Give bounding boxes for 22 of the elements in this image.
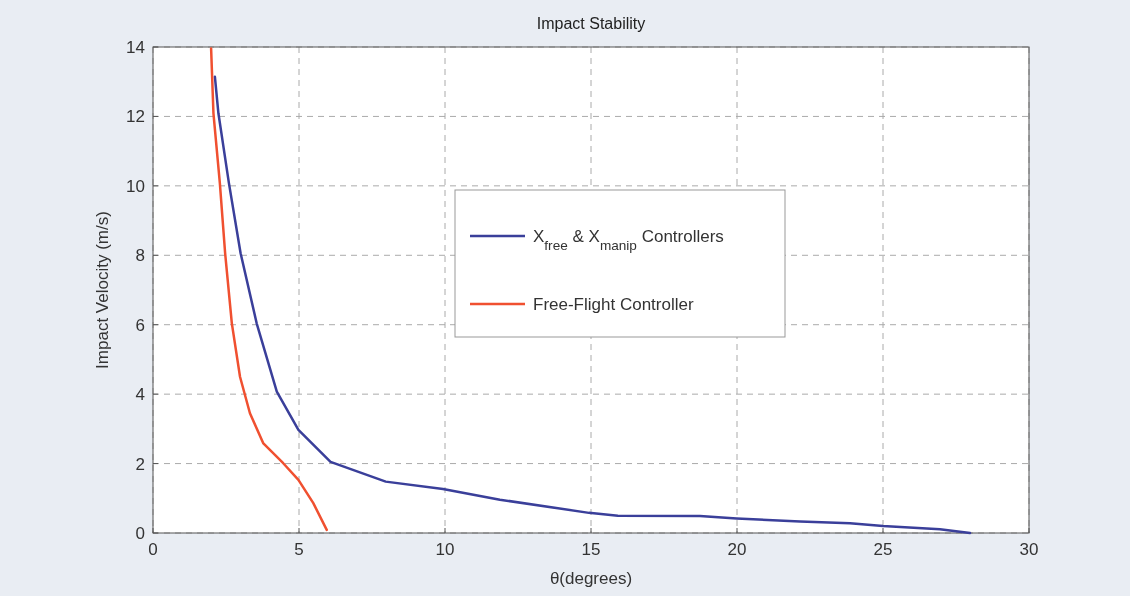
y-axis-title: Impact Velocity (m/s) <box>93 211 112 369</box>
y-tick-label: 14 <box>126 38 145 57</box>
y-tick-label: 0 <box>135 524 145 543</box>
x-tick-label: 20 <box>727 540 747 559</box>
y-tick-label: 2 <box>135 454 145 474</box>
x-tick-label: 10 <box>435 540 455 559</box>
y-tick-label: 10 <box>126 176 145 196</box>
y-tick-label: 12 <box>126 107 145 127</box>
x-tick-label: 0 <box>148 540 158 559</box>
x-tick-label: 5 <box>294 540 304 559</box>
x-tick-label: 30 <box>1019 540 1039 559</box>
y-tick-label: 4 <box>135 385 145 405</box>
x-tick-label: 15 <box>581 540 601 559</box>
line-series <box>213 75 972 535</box>
line-series <box>209 47 328 532</box>
x-axis-title: θ(degrees) <box>549 569 633 588</box>
y-tick-label: 6 <box>135 315 145 335</box>
x-tick-label: 25 <box>873 540 893 559</box>
legend-label: Free-Flight Controller <box>533 295 694 314</box>
legend-label: X$_{free}$ & X$_{manip}$ Controllers <box>533 227 724 253</box>
chart-title: Impact Stability <box>536 15 646 32</box>
y-tick-label: 8 <box>135 246 145 266</box>
